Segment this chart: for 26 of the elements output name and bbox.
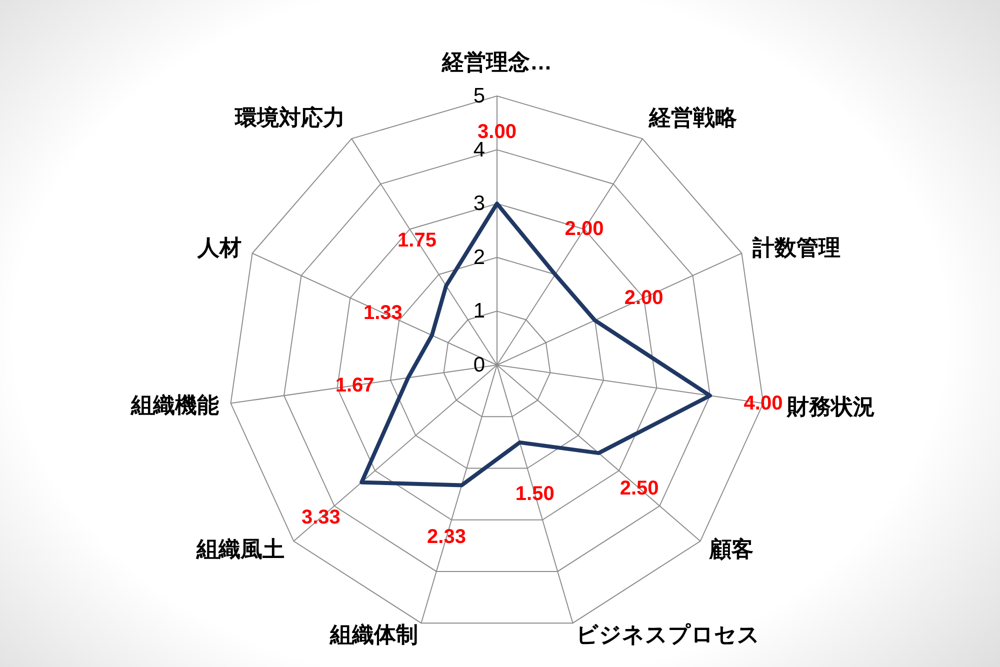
data-label: 1.75 [398, 230, 436, 252]
data-label: 1.33 [364, 302, 402, 324]
spoke-label: 組織体制 [328, 622, 418, 648]
y-tick-label: 0 [473, 354, 485, 376]
spoke-label: ビジネスプロセス [576, 622, 760, 648]
data-label: 2.33 [427, 526, 466, 548]
y-tick-label: 5 [473, 84, 485, 108]
spoke-label: 計数管理 [752, 235, 841, 260]
spoke-label: 組織風土 [196, 536, 285, 562]
spoke-label: 財務状況 [786, 394, 876, 420]
spoke-label: 環境対応力 [234, 105, 346, 130]
spoke-label: 経営戦略 [648, 105, 738, 130]
y-tick-label: 3 [473, 192, 485, 216]
data-label: 4.00 [744, 392, 783, 414]
data-label: 2.00 [624, 286, 664, 309]
spoke-label: 人材 [196, 235, 242, 260]
spoke-label: 経営理念… [441, 50, 552, 74]
y-tick-label: 2 [473, 246, 485, 269]
spoke-label: 顧客 [708, 536, 754, 562]
data-label: 1.50 [515, 483, 554, 506]
data-label: 2.50 [620, 477, 659, 500]
data-label: 2.00 [564, 218, 604, 240]
spoke-label: 組織機能 [130, 392, 219, 418]
data-label: 3.33 [301, 506, 340, 529]
data-label: 1.67 [335, 374, 374, 396]
y-tick-label: 1 [473, 300, 485, 323]
